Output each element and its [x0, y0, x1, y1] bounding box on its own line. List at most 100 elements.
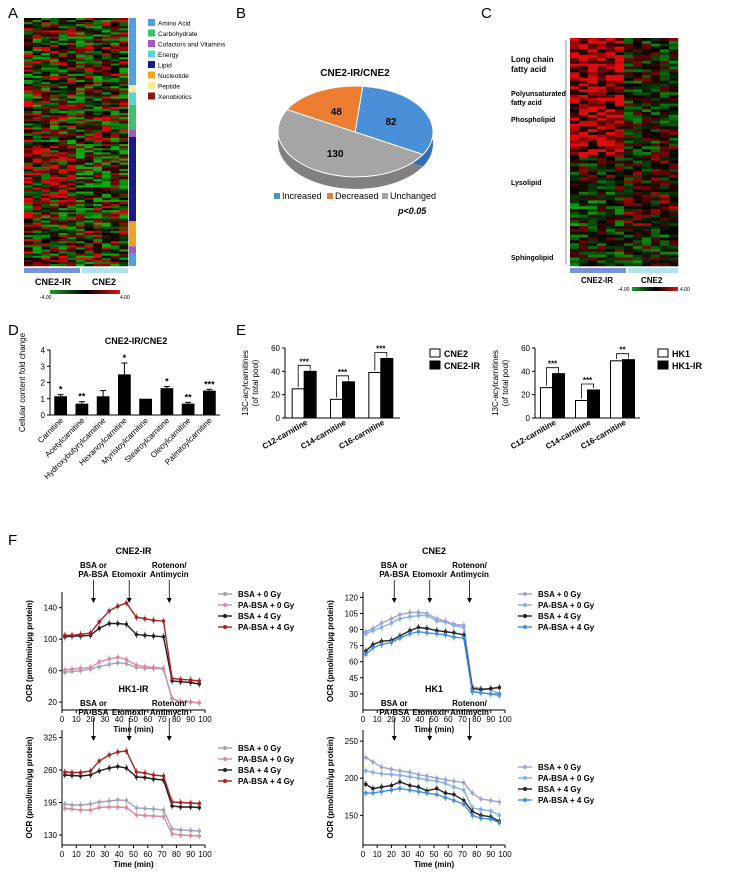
sig-label: * [165, 377, 169, 387]
heatmap-cell [67, 53, 77, 56]
heatmap-cell [615, 203, 625, 207]
heatmap-cell [642, 174, 652, 178]
heatmap-cell [570, 183, 580, 187]
legend-marker [223, 757, 227, 761]
heatmap-cell [660, 46, 670, 50]
heatmap-cell [58, 226, 68, 230]
heatmap-cell [76, 164, 85, 168]
heatmap-cell [588, 100, 598, 104]
heatmap-cell [119, 111, 129, 114]
heatmap-cell [110, 177, 120, 180]
heatmap-cell [633, 57, 643, 62]
series-point [124, 622, 129, 627]
sig-bracket [581, 383, 594, 399]
heatmap-cell [119, 228, 129, 232]
heatmap-cell [58, 230, 68, 234]
heatmap-cell [579, 157, 589, 161]
heatmap-cell [669, 209, 679, 213]
heatmap-cell [642, 63, 652, 67]
pie-slice [277, 108, 424, 178]
heatmap-cell [588, 86, 598, 90]
heatmap-cell [110, 239, 120, 242]
heatmap-cell [651, 43, 661, 47]
heatmap-cell [41, 222, 51, 225]
heatmap-cell [32, 133, 42, 137]
heatmap-cell [570, 194, 580, 198]
heatmap-cell [32, 24, 42, 27]
heatmap-cell [119, 117, 129, 120]
heatmap-cell [32, 235, 42, 238]
heatmap-cell [41, 131, 51, 135]
heatmap-cell [633, 106, 643, 110]
heatmap-cell [32, 181, 42, 184]
heatmap-cell [76, 84, 85, 87]
heatmap-cell [579, 123, 589, 127]
heatmap-cell [76, 226, 85, 230]
heatmap-cell [633, 217, 643, 221]
heatmap-cell [84, 24, 94, 27]
heatmap-cell [58, 185, 68, 188]
heatmap-cell [597, 246, 607, 250]
heatmap-cell [651, 228, 661, 233]
heatmap-cell [110, 197, 120, 201]
heatmap-cell [67, 193, 77, 197]
heatmap-cell [41, 195, 51, 199]
heatmap-cell [93, 104, 103, 108]
heatmap-cell [58, 146, 68, 149]
x-tick-label: 100 [498, 715, 512, 724]
heatmap-cell [570, 180, 580, 184]
heatmap-cell [24, 69, 33, 73]
heatmap-cell [93, 123, 103, 126]
sig-label: *** [376, 345, 386, 354]
heatmap-cell [633, 137, 643, 141]
heatmap-cell [93, 125, 103, 128]
heatmap-cell [41, 55, 51, 58]
heatmap-cell [41, 148, 51, 151]
heatmap-cell [41, 249, 51, 252]
heatmap-cell [102, 40, 111, 44]
heatmap-cell [651, 177, 661, 181]
heatmap-cell [93, 220, 103, 223]
heatmap-cell [58, 22, 68, 25]
heatmap-cell [633, 154, 643, 158]
panel-label-f: F [8, 532, 17, 549]
heatmap-cell [588, 109, 598, 113]
heatmap-cell [660, 117, 670, 121]
legend-label: PA-BSA + 4 Gy [538, 796, 595, 805]
heatmap-cell [32, 243, 42, 246]
bar [54, 396, 67, 415]
heatmap-cell [58, 189, 68, 192]
series-point [416, 789, 421, 794]
heatmap-cell [642, 166, 652, 170]
heatmap-cell [58, 142, 68, 145]
heatmap-cell [58, 40, 68, 44]
heatmap-cell [24, 199, 33, 203]
heatmap-cell [93, 30, 103, 33]
heatmap-cell [102, 113, 111, 116]
heatmap-cell [50, 28, 59, 31]
series-point [188, 801, 193, 805]
heatmap-cell [110, 38, 120, 42]
heatmap-cell [76, 42, 85, 46]
y-tick-label: 60 [521, 344, 530, 353]
pie-slice-label: 130 [327, 149, 344, 160]
heatmap-cell [119, 115, 129, 118]
series-point [443, 620, 448, 624]
heatmap-cell [24, 160, 33, 163]
heatmap-cell [24, 237, 33, 240]
heatmap-cell [642, 95, 652, 99]
heatmap-cell [597, 254, 607, 258]
series-point [497, 692, 502, 696]
heatmap-cell [32, 104, 42, 108]
series-point [178, 805, 183, 809]
heatmap-cell [58, 75, 68, 79]
heatmap-cell [76, 119, 85, 122]
heatmap-cell [67, 98, 77, 101]
x-tick-label: 60 [444, 850, 453, 859]
heatmap-cell [579, 254, 589, 258]
heatmap-cell [50, 32, 59, 35]
heatmap-cell [102, 164, 111, 168]
heatmap-cell [624, 143, 634, 147]
heatmap-cell [651, 109, 661, 113]
sig-label: ** [619, 346, 626, 355]
